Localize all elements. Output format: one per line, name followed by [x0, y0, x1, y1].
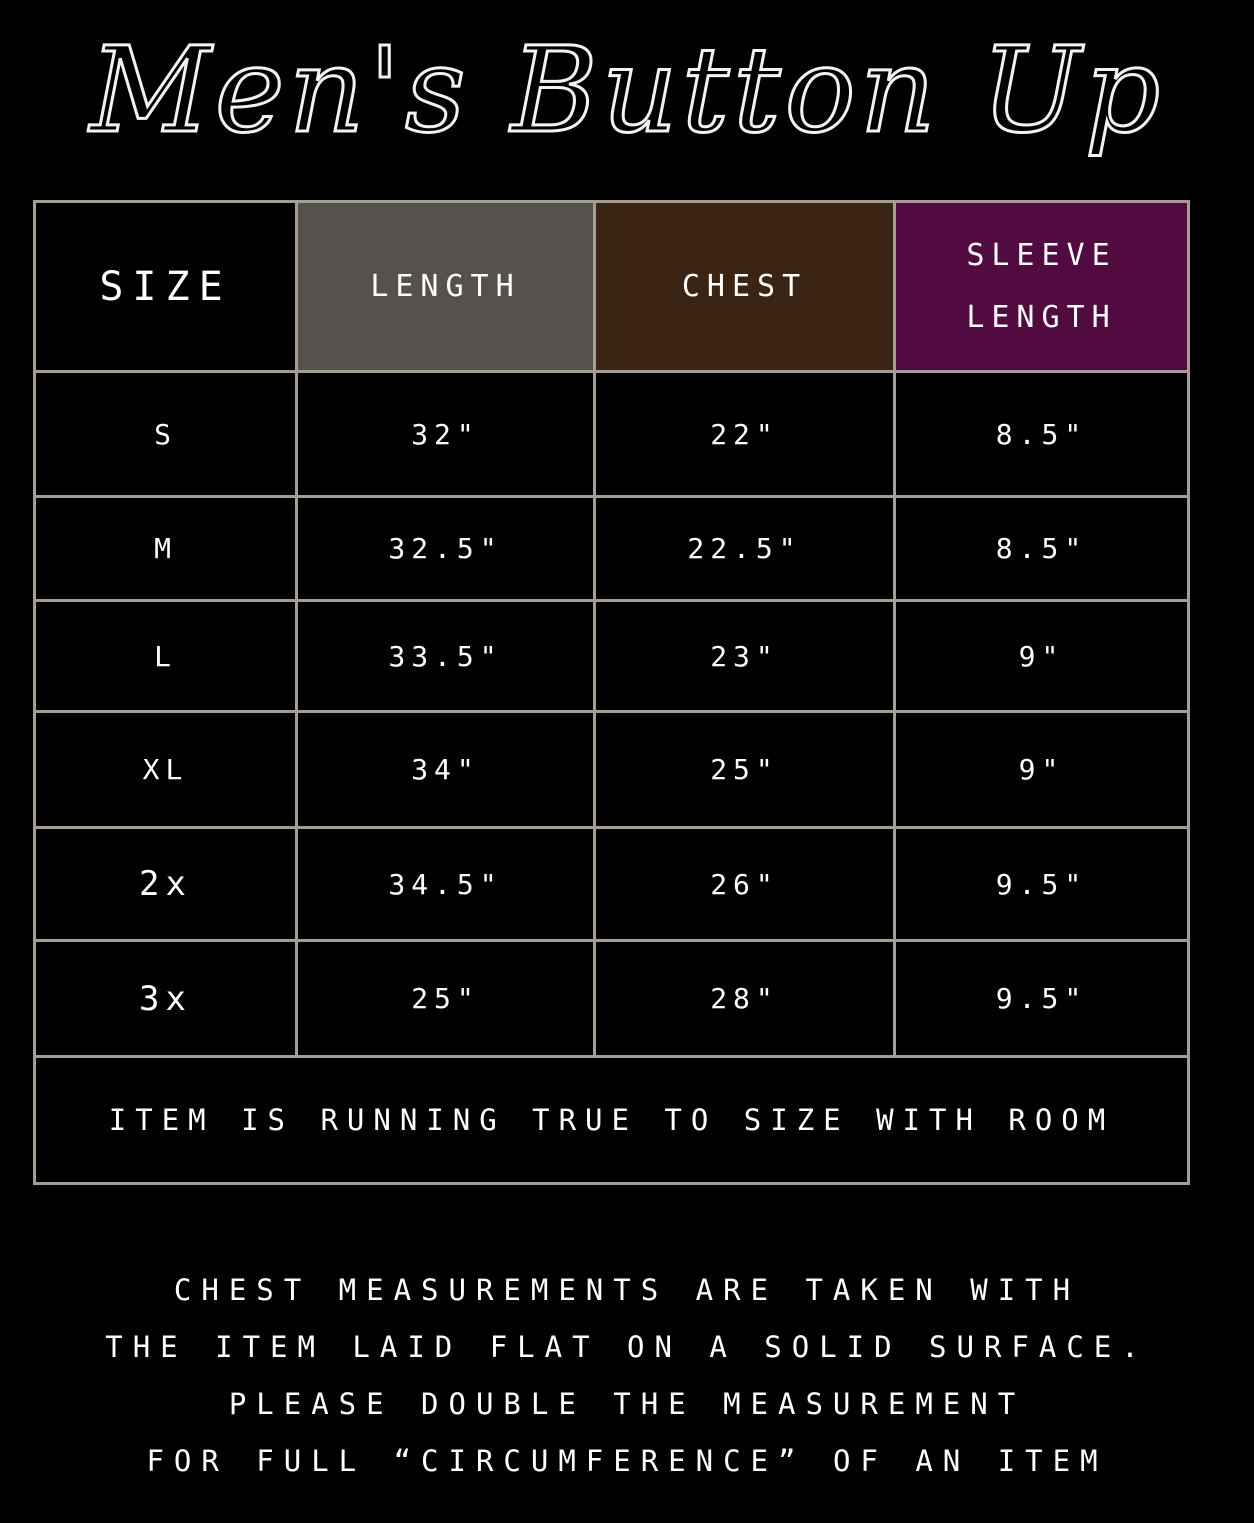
header-sleeve-length: SLEEVE LENGTH	[893, 200, 1190, 373]
cell-size: XL	[33, 710, 298, 829]
table-row: L 33.5" 23" 9"	[33, 599, 1190, 713]
cell-size: L	[33, 599, 298, 713]
cell-chest: 23"	[593, 599, 896, 713]
footer-line: CHEST MEASUREMENTS ARE TAKEN WITH	[173, 1273, 1081, 1307]
cell-sleeve-length: 8.5"	[893, 495, 1190, 602]
cell-chest: 22.5"	[593, 495, 896, 602]
header-length: LENGTH	[295, 200, 596, 373]
cell-chest: 22"	[593, 370, 896, 498]
chart-title: Men's Button Up	[88, 20, 1165, 161]
header-row: SIZE LENGTH CHEST SLEEVE LENGTH	[33, 200, 1190, 373]
cell-sleeve-length: 9.5"	[893, 826, 1190, 942]
cell-sleeve-length: 9.5"	[893, 939, 1190, 1058]
table-row: XL 34" 25" 9"	[33, 710, 1190, 829]
table-row: 2x 34.5" 26" 9.5"	[33, 826, 1190, 942]
table-row: S 32" 22" 8.5"	[33, 370, 1190, 498]
cell-size: 2x	[33, 826, 298, 942]
footer-line: FOR FULL “CIRCUMFERENCE” OF AN ITEM	[146, 1444, 1108, 1478]
cell-size: 3x	[33, 939, 298, 1058]
cell-size: S	[33, 370, 298, 498]
size-table: SIZE LENGTH CHEST SLEEVE LENGTH S 32" 22" 8…	[33, 200, 1190, 1185]
measurement-instructions: CHEST MEASUREMENTS ARE TAKEN WITH THE IT…	[0, 1262, 1254, 1490]
cell-sleeve-length: 8.5"	[893, 370, 1190, 498]
cell-sleeve-length: 9"	[893, 599, 1190, 713]
note-row: ITEM IS RUNNING TRUE TO SIZE WITH ROOM	[33, 1055, 1190, 1185]
header-sleeve-text: SLEEVE LENGTH	[966, 237, 1117, 335]
footer-line: PLEASE DOUBLE THE MEASUREMENT	[228, 1387, 1026, 1421]
table-row: M 32.5" 22.5" 8.5"	[33, 495, 1190, 602]
cell-length: 33.5"	[295, 599, 596, 713]
header-size: SIZE	[33, 200, 298, 373]
fit-note: ITEM IS RUNNING TRUE TO SIZE WITH ROOM	[33, 1055, 1190, 1185]
cell-length: 32.5"	[295, 495, 596, 602]
table-row: 3x 25" 28" 9.5"	[33, 939, 1190, 1058]
cell-chest: 26"	[593, 826, 896, 942]
header-chest: CHEST	[593, 200, 896, 373]
cell-sleeve-length: 9"	[893, 710, 1190, 829]
cell-chest: 25"	[593, 710, 896, 829]
cell-chest: 28"	[593, 939, 896, 1058]
cell-length: 34"	[295, 710, 596, 829]
cell-length: 25"	[295, 939, 596, 1058]
cell-length: 34.5"	[295, 826, 596, 942]
cell-length: 32"	[295, 370, 596, 498]
footer-line: THE ITEM LAID FLAT ON A SOLID SURFACE.	[105, 1330, 1149, 1364]
cell-size: M	[33, 495, 298, 602]
